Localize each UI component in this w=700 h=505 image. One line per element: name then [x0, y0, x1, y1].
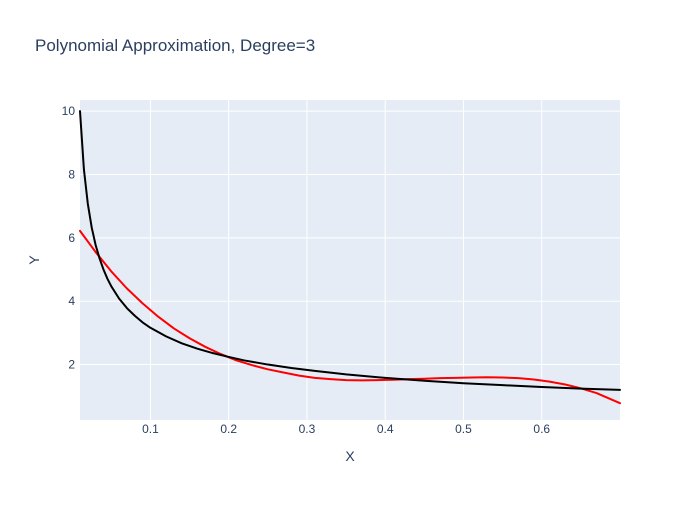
x-axis-label: X	[345, 448, 355, 464]
y-tick-labels: 2 4 6 8 10	[62, 104, 76, 371]
x-tick-label: 0.3	[299, 422, 316, 436]
series-layer	[79, 110, 621, 405]
series-line-red	[79, 229, 621, 405]
y-tick-label: 2	[68, 358, 75, 372]
y-axis-label: Y	[26, 255, 42, 265]
x-tick-label: 0.4	[377, 422, 394, 436]
y-tick-label: 10	[62, 104, 76, 118]
x-tick-label: 0.1	[142, 422, 159, 436]
y-tick-label: 4	[68, 294, 75, 308]
y-tick-label: 6	[68, 231, 75, 245]
plot-area	[80, 100, 620, 420]
x-tick-label: 0.2	[220, 422, 237, 436]
x-tick-labels: 0.1 0.2 0.3 0.4 0.5 0.6	[142, 422, 550, 436]
x-tick-label: 0.6	[533, 422, 550, 436]
y-tick-label: 8	[68, 167, 75, 181]
grid-lines	[80, 100, 620, 420]
x-tick-label: 0.5	[455, 422, 472, 436]
chart-title: Polynomial Approximation, Degree=3	[35, 36, 315, 55]
series-line-black	[79, 110, 621, 391]
